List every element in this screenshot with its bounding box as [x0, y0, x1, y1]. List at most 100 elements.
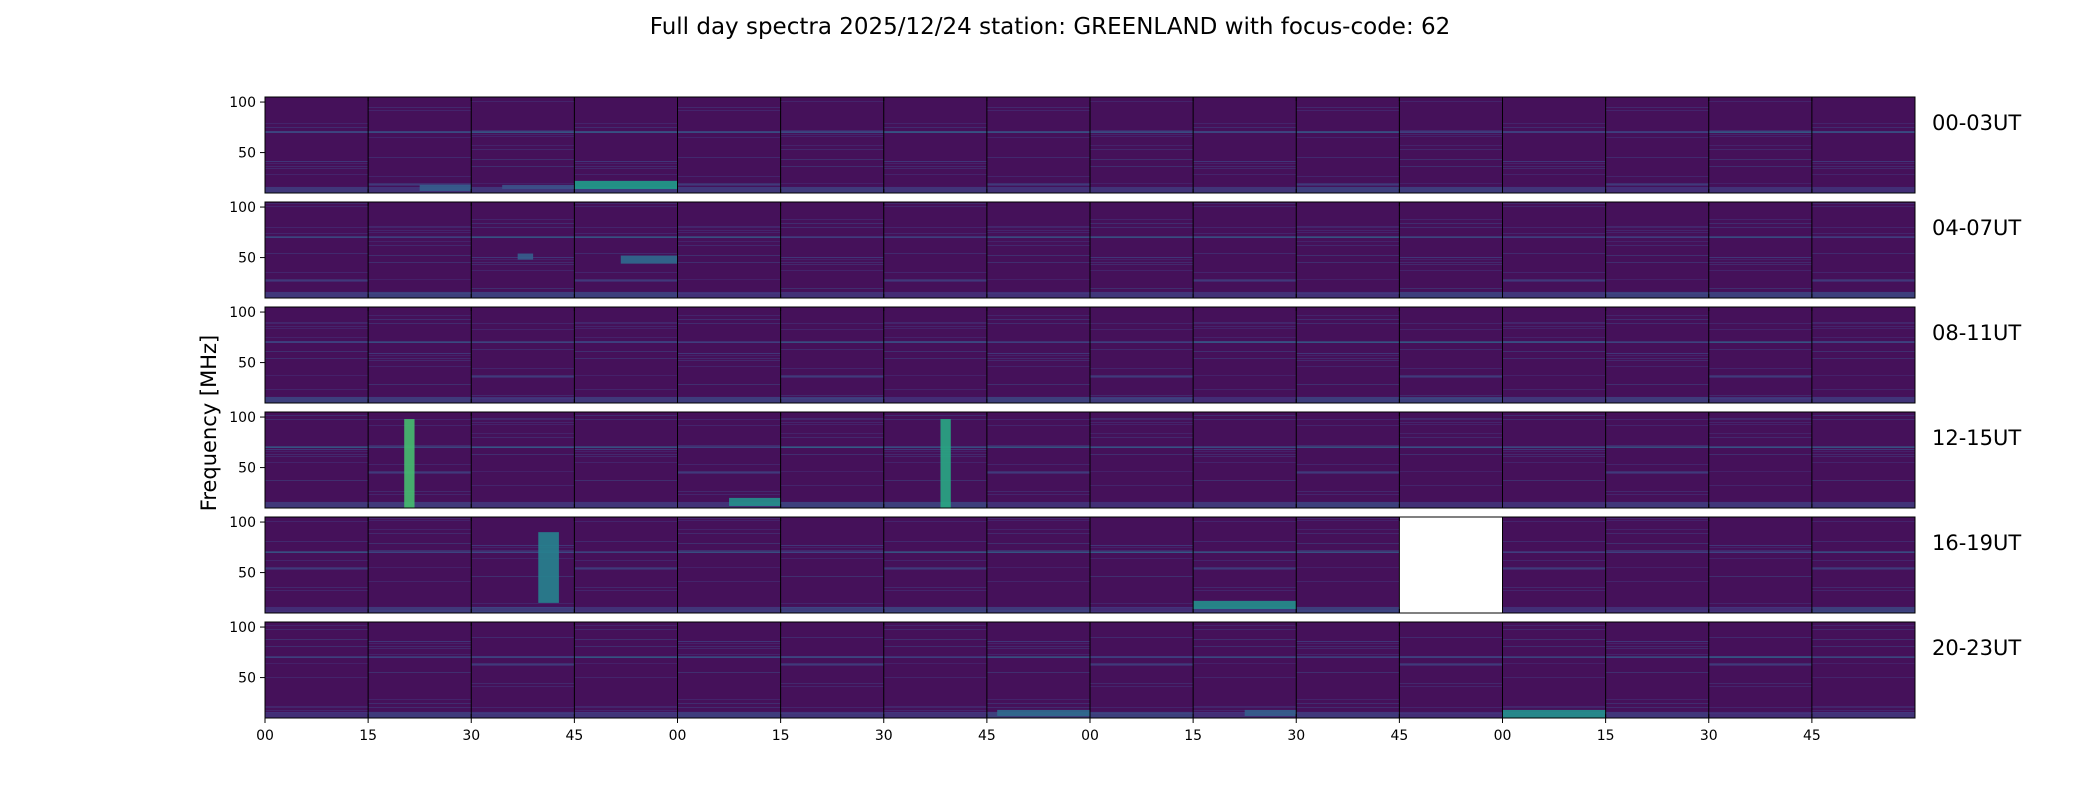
band-feature [574, 180, 678, 189]
panel-texture [677, 202, 781, 298]
rfi-line-70mhz [471, 341, 575, 343]
band-feature [1502, 709, 1606, 718]
panel-texture [471, 622, 575, 718]
x-tick-label: 00 [1081, 728, 1099, 744]
low-freq-noise [1502, 186, 1606, 193]
panel-texture [677, 97, 781, 193]
low-freq-noise [574, 711, 678, 718]
low-freq-noise [677, 186, 781, 193]
rfi-line-70mhz [471, 236, 575, 238]
x-tick-label: 45 [1803, 728, 1821, 744]
rfi-line-70mhz [471, 656, 575, 658]
rfi-line-70mhz [1708, 341, 1812, 343]
band-feature [1244, 709, 1297, 716]
band-feature [729, 497, 781, 506]
x-tick-label: 30 [1287, 728, 1305, 744]
rfi-line-70mhz [1090, 341, 1194, 343]
rfi-line-70mhz [1090, 551, 1194, 553]
rfi-line-70mhz [265, 236, 369, 238]
rfi-line-70mhz [780, 551, 884, 553]
panel-texture [883, 202, 987, 298]
spectra-row: 100 50 04-07UT [229, 200, 2021, 299]
low-freq-noise [883, 501, 987, 508]
rfi-line-70mhz [1193, 551, 1297, 553]
rfi-line-70mhz [1605, 236, 1709, 238]
panel-texture [677, 517, 781, 613]
rfi-line-70mhz [1193, 131, 1297, 133]
low-freq-noise [1399, 711, 1503, 718]
low-freq-noise [1296, 501, 1400, 508]
low-freq-noise [780, 396, 884, 403]
y-tick-label: 100 [229, 305, 256, 321]
rfi-line-70mhz [1811, 656, 1915, 658]
low-freq-noise [368, 501, 472, 508]
x-tick-label: 45 [978, 728, 996, 744]
rfi-line-70mhz [574, 236, 678, 238]
y-tick-label: 100 [229, 410, 256, 426]
low-freq-noise [986, 501, 1090, 508]
panel-texture [1090, 517, 1194, 613]
rfi-line-70mhz [1605, 656, 1709, 658]
rfi-line-70mhz [677, 341, 781, 343]
panel-texture [677, 307, 781, 403]
rfi-line-70mhz [1399, 236, 1503, 238]
panel-texture [1193, 97, 1297, 193]
panel-texture [1811, 307, 1915, 403]
rfi-line-70mhz [1399, 131, 1503, 133]
y-tick-label: 100 [229, 200, 256, 216]
panel-texture [368, 202, 472, 298]
panel-texture [780, 622, 884, 718]
panel-texture [1605, 622, 1709, 718]
rfi-line-70mhz [1708, 551, 1812, 553]
low-freq-noise [883, 606, 987, 613]
low-freq-noise [265, 501, 369, 508]
low-freq-noise [677, 606, 781, 613]
low-freq-noise [471, 501, 575, 508]
low-freq-noise [1502, 291, 1606, 298]
rfi-line-70mhz [1296, 236, 1400, 238]
rfi-line-70mhz [1708, 656, 1812, 658]
panel-texture [1296, 622, 1400, 718]
low-freq-noise [1708, 606, 1812, 613]
rfi-line-70mhz [1090, 656, 1194, 658]
rfi-line-70mhz [1399, 341, 1503, 343]
low-freq-noise [1605, 606, 1709, 613]
rfi-line-70mhz [1399, 656, 1503, 658]
panel-texture [1296, 412, 1400, 508]
low-freq-noise [1090, 606, 1194, 613]
low-freq-noise [780, 711, 884, 718]
low-freq-noise [265, 396, 369, 403]
rfi-line-70mhz [1296, 341, 1400, 343]
rfi-line-70mhz [471, 131, 575, 133]
band-feature [517, 253, 534, 260]
panel-texture [986, 622, 1090, 718]
rfi-line-70mhz [986, 656, 1090, 658]
panel-texture [1708, 97, 1812, 193]
rfi-line-70mhz [1605, 446, 1709, 448]
rfi-line-70mhz [1296, 131, 1400, 133]
low-freq-noise [883, 186, 987, 193]
low-freq-noise [368, 711, 472, 718]
rfi-line-70mhz [986, 341, 1090, 343]
row-label: 00-03UT [1932, 111, 2021, 135]
rfi-line-70mhz [471, 551, 575, 553]
panel-texture [265, 517, 369, 613]
panel-texture [1605, 202, 1709, 298]
panel-texture [368, 412, 472, 508]
rfi-line-70mhz [1502, 341, 1606, 343]
y-tick-label: 100 [229, 95, 256, 111]
low-freq-noise [986, 396, 1090, 403]
rfi-line-70mhz [1811, 446, 1915, 448]
panel-texture [1811, 412, 1915, 508]
panel-texture [1502, 412, 1606, 508]
low-freq-noise [471, 396, 575, 403]
row-frame [264, 306, 1916, 404]
panel-texture [1502, 517, 1606, 613]
panel-texture [780, 202, 884, 298]
low-freq-noise [265, 711, 369, 718]
rfi-line-70mhz [883, 656, 987, 658]
panel-texture [368, 307, 472, 403]
row-label: 20-23UT [1932, 636, 2021, 660]
band-feature [419, 184, 472, 191]
panel-texture [1399, 307, 1503, 403]
